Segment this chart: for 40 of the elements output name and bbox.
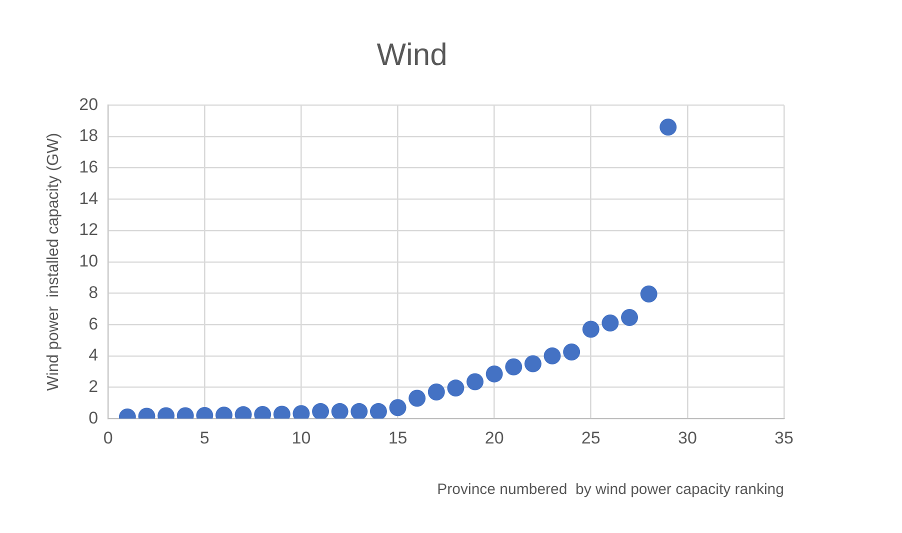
point bbox=[428, 383, 445, 400]
y-axis-title: Wind power installed capacity (GW) bbox=[45, 132, 62, 391]
point bbox=[524, 355, 542, 372]
point bbox=[544, 347, 561, 364]
x-tick-label: 15 bbox=[388, 428, 408, 448]
y-tick-label: 8 bbox=[88, 282, 98, 302]
y-tick-label: 16 bbox=[79, 158, 98, 177]
x-tick-label: 25 bbox=[581, 428, 600, 448]
point bbox=[312, 403, 330, 419]
point bbox=[582, 320, 600, 338]
y-tick-label: 14 bbox=[79, 188, 98, 208]
x-tick-label: 20 bbox=[484, 428, 504, 448]
y-tick-label: 0 bbox=[88, 408, 98, 428]
point bbox=[350, 403, 368, 419]
y-tick-label: 18 bbox=[79, 126, 98, 146]
x-tick-label: 0 bbox=[103, 428, 113, 448]
x-axis-title: Province numbered by wind power capacity ranking bbox=[437, 481, 784, 498]
point bbox=[505, 358, 522, 376]
y-tick-label: 2 bbox=[88, 376, 98, 396]
x-tick-label: 35 bbox=[774, 428, 794, 448]
x-tick-label: 30 bbox=[678, 428, 697, 448]
y-tick-label: 6 bbox=[88, 314, 98, 334]
point bbox=[602, 314, 619, 332]
point bbox=[621, 309, 638, 326]
point bbox=[370, 403, 387, 419]
point bbox=[466, 373, 484, 390]
point bbox=[447, 380, 464, 397]
point bbox=[486, 365, 503, 382]
y-tick-label: 20 bbox=[79, 94, 98, 114]
y-tick-label: 4 bbox=[88, 346, 98, 365]
y-tick-label: 12 bbox=[79, 220, 98, 240]
x-tick-label: 10 bbox=[292, 428, 311, 448]
point bbox=[389, 399, 406, 416]
point bbox=[331, 403, 348, 419]
x-tick-label: 5 bbox=[200, 428, 210, 448]
point bbox=[640, 286, 658, 303]
y-tick-label: 10 bbox=[79, 252, 98, 271]
point bbox=[563, 344, 580, 361]
point bbox=[408, 390, 426, 407]
chart-title: Wind bbox=[376, 37, 448, 72]
